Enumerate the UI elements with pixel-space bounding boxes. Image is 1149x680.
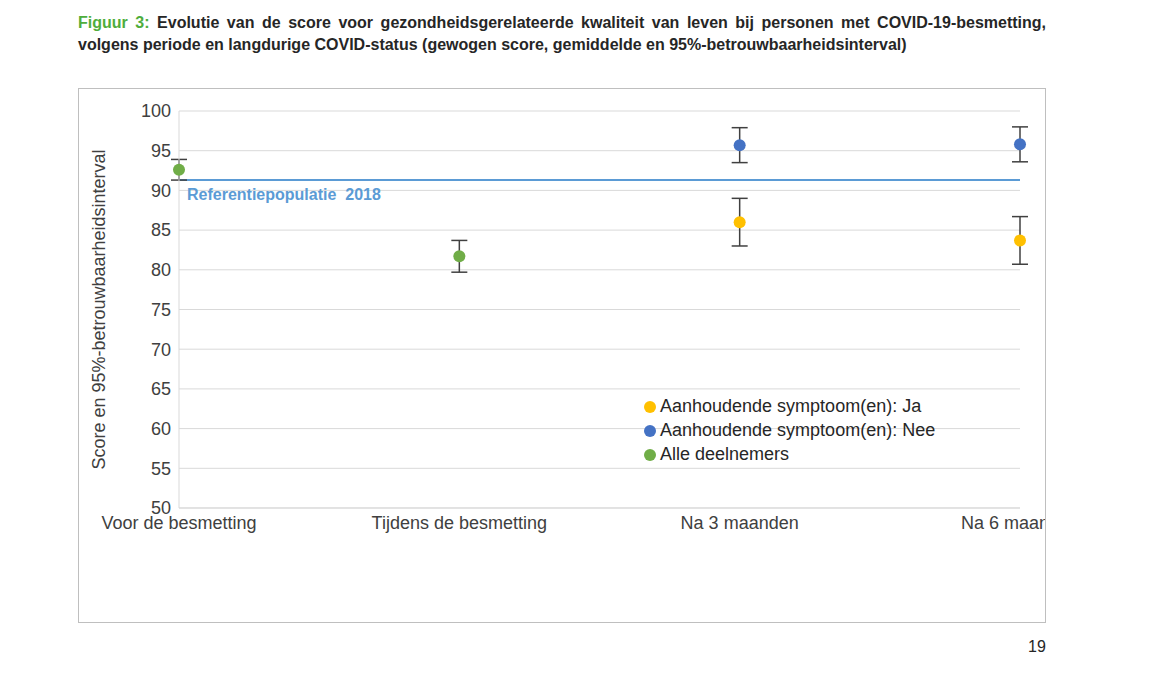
- svg-text:95: 95: [151, 141, 171, 161]
- svg-text:85: 85: [151, 220, 171, 240]
- svg-text:75: 75: [151, 300, 171, 320]
- svg-text:60: 60: [151, 419, 171, 439]
- svg-text:Na 6 maanden: Na 6 maanden: [961, 513, 1045, 533]
- svg-text:Referentiepopulatie 2018: Referentiepopulatie 2018: [187, 186, 381, 203]
- html-text:Aanhoudende symptoom(en): Nee: Aanhoudende symptoom(en): Nee: [660, 420, 936, 440]
- html-text:Evolutie van de score voor gez: Evolutie van de score voor gezondheidsge…: [78, 14, 1046, 53]
- svg-text:90: 90: [151, 181, 171, 201]
- html-text:Aanhoudende symptoom(en): Ja: Aanhoudende symptoom(en): Ja: [660, 396, 922, 416]
- svg-text:Na 3 maanden: Na 3 maanden: [681, 513, 799, 533]
- html-text:Figuur 3:: Figuur 3:: [78, 14, 150, 31]
- svg-text:70: 70: [151, 340, 171, 360]
- svg-text:100: 100: [141, 101, 171, 121]
- svg-text:Tijdens de besmetting: Tijdens de besmetting: [372, 513, 547, 533]
- svg-text:80: 80: [151, 260, 171, 280]
- svg-text:65: 65: [151, 379, 171, 399]
- svg-text:Voor de besmetting: Voor de besmetting: [101, 513, 256, 533]
- html-text:19: 19: [1028, 638, 1046, 655]
- svg-text:50: 50: [151, 498, 171, 518]
- svg-text:Score en 95%-betrouwbaarheidsi: Score en 95%-betrouwbaarheidsinterval: [89, 149, 109, 469]
- html-text:Alle deelnemers: Alle deelnemers: [660, 444, 790, 464]
- svg-text:55: 55: [151, 459, 171, 479]
